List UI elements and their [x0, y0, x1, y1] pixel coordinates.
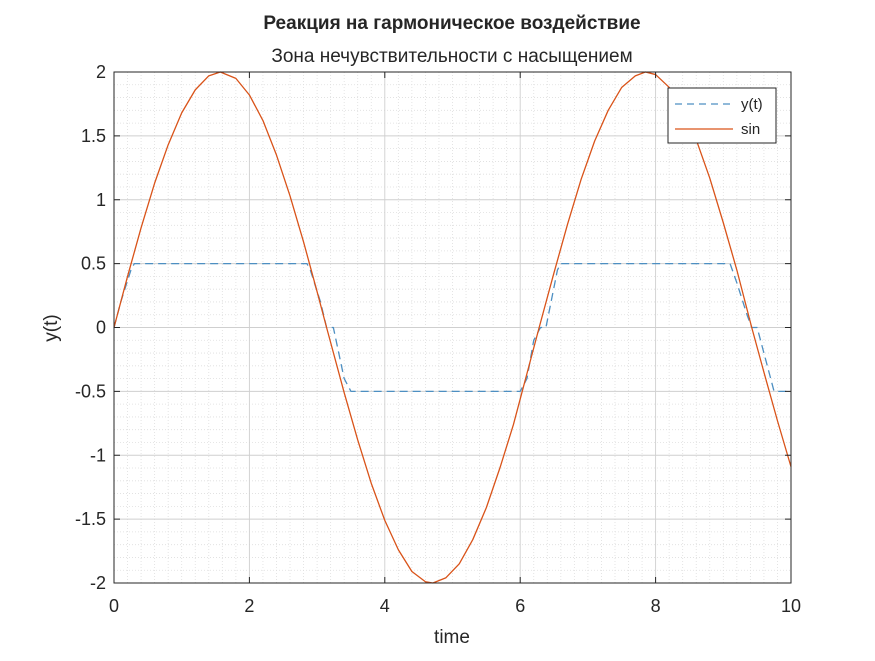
- x-tick-label: 0: [109, 596, 119, 616]
- x-tick-label: 4: [380, 596, 390, 616]
- y-tick-label: -1: [90, 445, 106, 465]
- y-tick-label: 2: [96, 62, 106, 82]
- y-tick-label: -2: [90, 573, 106, 593]
- y-axis-label: y(t): [41, 314, 62, 341]
- chart-subtitle: Зона нечувствительности с насыщением: [271, 46, 632, 67]
- legend: y(t) sin: [667, 87, 777, 144]
- y-tick-label: 0: [96, 318, 106, 338]
- x-axis-label: time: [434, 627, 470, 648]
- legend-box: [667, 87, 777, 144]
- y-tick-label: 1: [96, 190, 106, 210]
- x-tick-label: 6: [515, 596, 525, 616]
- y-tick-label: 0.5: [81, 254, 106, 274]
- tick-marks: [113, 71, 792, 584]
- x-tick-label: 10: [781, 596, 801, 616]
- y-tick-label: -1.5: [75, 509, 106, 529]
- y-tick-label: -0.5: [75, 381, 106, 401]
- legend-label-y-t: y(t): [741, 96, 763, 113]
- chart-title: Реакция на гармоническое воздействие: [263, 13, 640, 34]
- x-tick-label: 2: [244, 596, 254, 616]
- legend-label-sin: sin: [741, 121, 760, 138]
- x-tick-label: 8: [651, 596, 661, 616]
- tick-labels: 0 2 4 6 8 10 -2 -1.5 -1 -0.5 0 0.5 1 1.5 2: [75, 62, 801, 616]
- y-tick-label: 1.5: [81, 126, 106, 146]
